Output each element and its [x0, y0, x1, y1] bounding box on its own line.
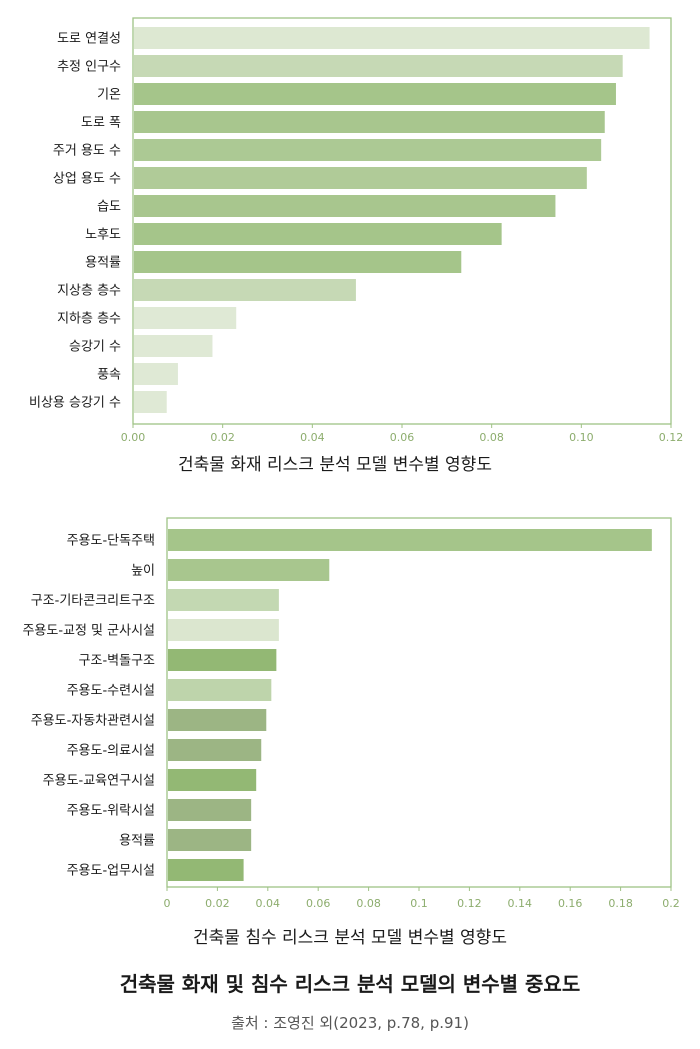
chart-2-category-label: 주용도-교정 및 군사시설	[22, 624, 155, 639]
chart-1-bar	[134, 279, 356, 301]
chart-1-bar	[134, 223, 502, 245]
chart-1-bar	[134, 139, 602, 161]
chart-2-title: 건축물 침수 리스크 분석 모델 변수별 영향도	[193, 928, 507, 948]
figure-title: 건축물 화재 및 침수 리스크 분석 모델의 변수별 중요도	[119, 972, 581, 996]
chart-1-category-label: 주거 용도 수	[53, 144, 121, 159]
chart-2-category-label: 주용도-위락시설	[67, 804, 155, 819]
chart-2-tick-label: 0.1	[410, 897, 428, 910]
chart-2-tick-label: 0.12	[457, 897, 482, 910]
chart-1-bar	[134, 363, 178, 385]
figure-source: 출처 : 조영진 외(2023, p.78, p.91)	[231, 1014, 469, 1032]
chart-1-bar	[134, 335, 213, 357]
chart-2-bar	[168, 799, 252, 821]
chart-1-plot-frame	[132, 17, 672, 425]
chart-2-bar	[168, 619, 279, 641]
chart-1-category-label: 지상층 층수	[57, 284, 121, 299]
chart-2-category-label: 주용도-업무시설	[67, 864, 155, 879]
chart-2-tick-label: 0.14	[508, 897, 533, 910]
chart-1-tick-label: 0.00	[121, 431, 146, 444]
chart-2-tick-label: 0	[164, 897, 171, 910]
chart-1-bar	[134, 251, 462, 273]
chart-1-tick-label: 0.04	[300, 431, 325, 444]
chart-2-category-label: 구조-벽돌구조	[79, 654, 155, 669]
chart-2-bar	[168, 739, 262, 761]
chart-2-bar	[168, 859, 244, 881]
chart-1-category-label: 지하층 층수	[57, 312, 121, 327]
chart-2-category-label: 주용도-수련시설	[67, 684, 155, 699]
chart-2-category-label: 높이	[131, 564, 155, 579]
chart-1-tick-label: 0.08	[479, 431, 504, 444]
chart-2-bar	[168, 769, 257, 791]
chart-2-tick-label: 0.18	[608, 897, 633, 910]
chart-1-category-label: 습도	[97, 200, 121, 215]
chart-1-category-label: 승강기 수	[69, 340, 121, 355]
chart-2-bar	[168, 529, 652, 551]
chart-1-bar	[134, 83, 616, 105]
chart-2-tick-label: 0.02	[205, 897, 230, 910]
chart-2-category-label: 주용도-교육연구시설	[43, 774, 155, 789]
chart-2-category-label: 주용도-단독주택	[67, 534, 155, 549]
chart-1-tick-label: 0.06	[390, 431, 415, 444]
chart-1-tick-label: 0.10	[569, 431, 594, 444]
chart-1-category-label: 상업 용도 수	[53, 172, 121, 187]
chart-1-bar	[134, 27, 650, 49]
chart-1-category-label: 풍속	[97, 368, 121, 383]
chart-1-category-label: 용적률	[85, 256, 121, 271]
chart-2-category-label: 용적률	[119, 834, 155, 849]
chart-1-title: 건축물 화재 리스크 분석 모델 변수별 영향도	[178, 455, 492, 475]
chart-1-tick-label: 0.02	[210, 431, 235, 444]
chart-2-bar	[168, 649, 277, 671]
chart-1-bar	[134, 391, 167, 413]
chart-1-bar	[134, 307, 237, 329]
chart-2-tick-label: 0.04	[256, 897, 281, 910]
chart-2-category-label: 주용도-자동차관련시설	[31, 714, 155, 729]
chart-2-tick-label: 0.2	[662, 897, 680, 910]
chart-2-bar	[168, 709, 267, 731]
chart-1-category-label: 비상용 승강기 수	[29, 396, 121, 411]
chart-1-bar	[134, 55, 623, 77]
chart-2-bar	[168, 679, 272, 701]
chart-1-bar	[134, 111, 605, 133]
chart-1-category-label: 도로 연결성	[57, 32, 121, 47]
chart-2-bar	[168, 829, 252, 851]
chart-2-tick-label: 0.08	[356, 897, 381, 910]
chart-2-category-label: 주용도-의료시설	[67, 744, 155, 759]
chart-2-bar	[168, 589, 279, 611]
chart-1-tick-label: 0.12	[659, 431, 684, 444]
chart-1-category-label: 기온	[97, 88, 121, 103]
chart-2-category-label: 구조-기타콘크리트구조	[31, 594, 155, 609]
chart-1-bar	[134, 195, 556, 217]
chart-1-category-label: 추정 인구수	[57, 60, 121, 75]
chart-1-category-label: 노후도	[85, 228, 121, 243]
chart-2-tick-label: 0.06	[306, 897, 331, 910]
chart-1-bar	[134, 167, 587, 189]
chart-1-category-label: 도로 폭	[81, 116, 121, 131]
chart-2-tick-label: 0.16	[558, 897, 583, 910]
chart-2-bar	[168, 559, 330, 581]
